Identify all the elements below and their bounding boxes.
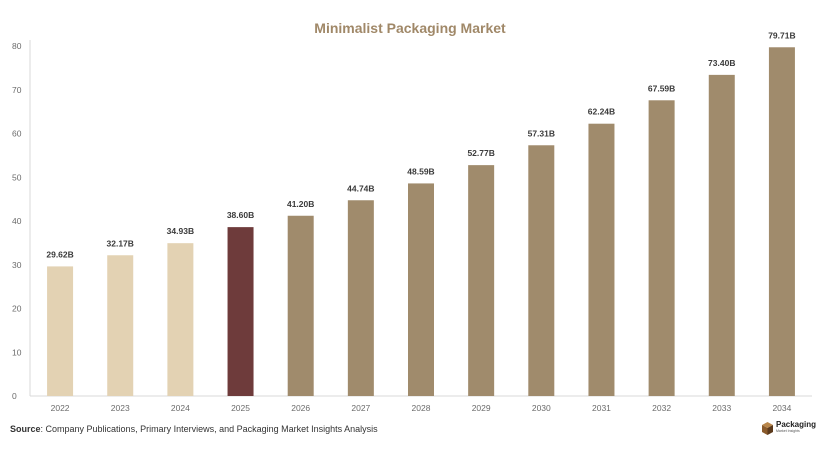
chart-title: Minimalist Packaging Market [314,20,506,36]
box-icon [762,422,773,435]
data-label: 34.93B [167,226,194,236]
y-tick-label: 20 [12,304,22,314]
bar-2025 [227,227,254,396]
brand-logo: Packaging Market Insights [762,421,816,435]
data-label: 57.31B [528,128,555,138]
data-label: 41.20B [287,199,314,209]
bar-2032 [648,100,675,396]
bar-2022 [47,266,74,396]
y-tick-label: 10 [12,347,22,357]
data-label: 73.40B [708,58,735,68]
bar-2023 [107,255,134,396]
brand-subtitle: Market Insights [776,429,800,433]
x-tick-label: 2025 [231,403,250,413]
bar-2028 [408,183,434,396]
data-labels: 29.62B 32.17B 34.93B 38.60B 41.20B 44.74B 48.5… [46,30,795,259]
x-tick-label: 2027 [351,403,370,413]
y-axis: 0 10 20 30 40 50 60 70 80 [12,40,31,401]
bar-2030 [528,145,555,396]
bars [47,47,795,397]
bar-2034 [768,47,795,397]
data-label: 52.77B [467,148,494,158]
y-tick-label: 50 [12,172,22,182]
bar-2029 [468,165,495,396]
x-tick-label: 2026 [291,403,310,413]
x-tick-label: 2022 [51,403,70,413]
data-label: 32.17B [107,238,134,248]
data-label: 67.59B [648,83,675,93]
x-tick-label: 2029 [472,403,491,413]
x-tick-label: 2032 [652,403,671,413]
source-note: Source: Company Publications, Primary In… [10,424,378,434]
bar-2024 [167,243,194,396]
source-label: Source [10,424,41,434]
x-tick-label: 2023 [111,403,130,413]
x-tick-label: 2024 [171,403,190,413]
data-label: 29.62B [46,249,73,259]
x-axis: 2022 2023 2024 2025 2026 2027 2028 2029 2030 2031… [30,395,812,413]
y-tick-label: 80 [12,41,22,51]
data-label: 38.60B [227,210,254,220]
data-label: 44.74B [347,183,374,193]
bar-2031 [588,123,615,396]
data-label: 48.59B [407,166,434,176]
bar-2026 [287,215,314,396]
y-tick-label: 70 [12,85,22,95]
source-text: : Company Publications, Primary Intervie… [40,424,378,434]
data-label: 79.71B [768,30,795,40]
bar-2027 [347,200,374,396]
x-tick-label: 2028 [412,403,431,413]
y-tick-label: 60 [12,129,22,139]
y-tick-label: 30 [12,260,22,270]
brand-name: Packaging [776,420,817,429]
x-tick-label: 2030 [532,403,551,413]
bar-2033 [708,74,735,396]
x-tick-label: 2033 [712,403,731,413]
x-tick-label: 2034 [772,403,791,413]
y-tick-label: 0 [12,391,17,401]
data-label: 62.24B [588,107,615,117]
y-tick-label: 40 [12,216,22,226]
x-tick-label: 2031 [592,403,611,413]
